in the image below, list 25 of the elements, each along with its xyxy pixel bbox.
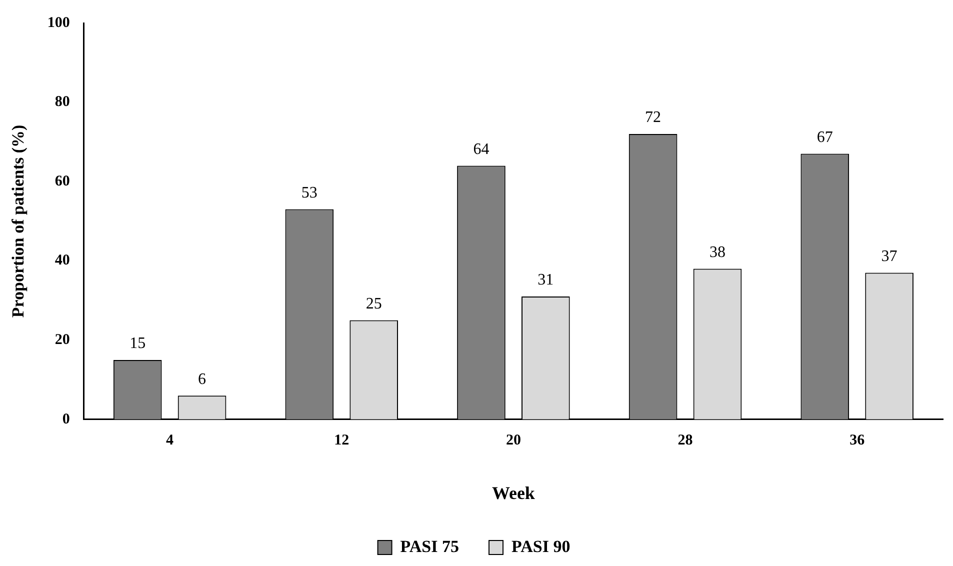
legend-label: PASI 75 xyxy=(400,536,460,556)
y-tick-label: 80 xyxy=(54,94,70,110)
data-label: 15 xyxy=(130,335,146,352)
y-tick-label: 20 xyxy=(54,332,70,348)
data-label: 67 xyxy=(816,129,833,146)
x-tick-label: 28 xyxy=(678,432,693,448)
x-tick-label: 12 xyxy=(334,432,350,448)
y-tick-label: 40 xyxy=(54,252,70,269)
data-label: 25 xyxy=(366,296,382,313)
data-label: 37 xyxy=(881,248,898,265)
legend-label: PASI 90 xyxy=(512,536,570,556)
y-tick-label: 100 xyxy=(47,14,70,31)
y-tick-label: 60 xyxy=(54,173,70,190)
data-label: 72 xyxy=(645,109,662,126)
y-tick-label: 0 xyxy=(62,411,70,428)
data-label: 53 xyxy=(301,184,318,202)
data-label: 31 xyxy=(538,272,554,289)
data-label: 38 xyxy=(709,244,726,261)
data-label: 6 xyxy=(198,370,206,388)
x-tick-label: 20 xyxy=(506,432,521,448)
data-label: 64 xyxy=(473,140,490,158)
y-axis-title: Proportion of patients (%) xyxy=(8,124,28,318)
x-tick-label: 4 xyxy=(166,432,174,448)
x-axis-title: Week xyxy=(492,482,535,503)
x-tick-label: 36 xyxy=(850,432,866,448)
